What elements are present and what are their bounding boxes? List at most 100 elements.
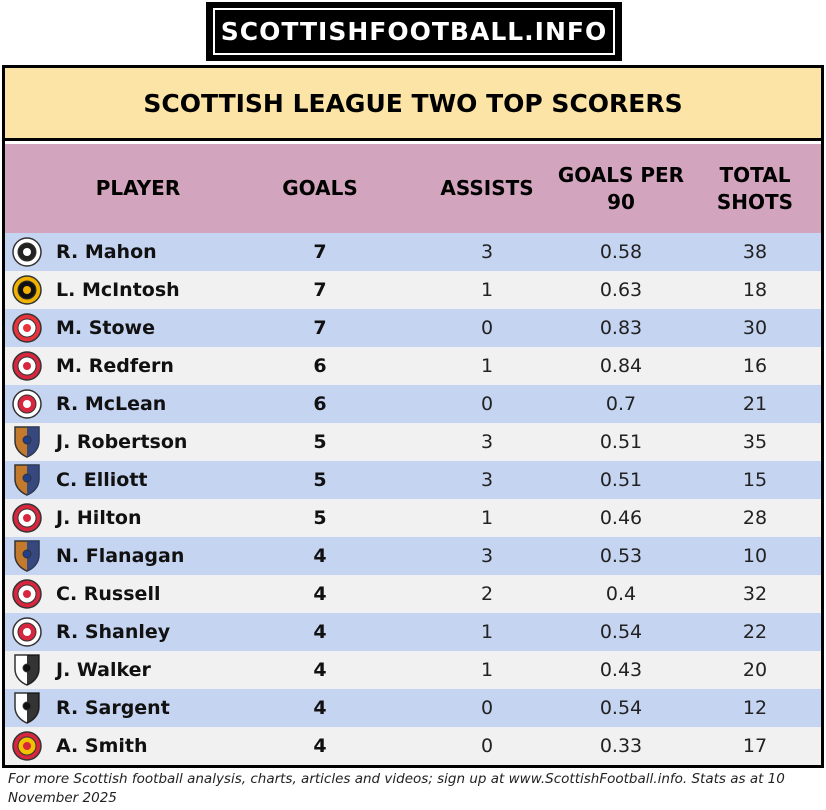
- goals-value: 7: [313, 317, 327, 339]
- goals-per-90-value: 0.43: [599, 659, 643, 681]
- player-name: M. Redfern: [56, 355, 174, 377]
- scorers-table: SCOTTISH LEAGUE TWO TOP SCORERS PLAYER G…: [2, 65, 824, 768]
- club-shield-icon: [9, 537, 45, 575]
- goals-per-90-value: 0.83: [599, 317, 643, 339]
- goals-value: 7: [313, 279, 327, 301]
- goals-per-90-value: 0.54: [599, 621, 643, 643]
- goals-value: 4: [313, 735, 327, 757]
- column-header-assists: ASSISTS: [440, 176, 534, 200]
- goals-per-90-value: 0.53: [599, 545, 643, 567]
- total-shots-value: 30: [742, 317, 768, 339]
- goals-per-90-value: 0.63: [599, 279, 643, 301]
- table-row: C. Elliott 5 3 0.51 15: [5, 461, 821, 499]
- total-shots-value: 16: [742, 355, 768, 377]
- table-row: R. Sargent 4 0 0.54 12: [5, 689, 821, 727]
- column-header-player: PLAYER: [95, 176, 181, 200]
- goals-value: 7: [313, 241, 327, 263]
- goals-per-90-value: 0.7: [605, 393, 637, 415]
- goals-per-90-value: 0.33: [599, 735, 643, 757]
- assists-value: 1: [480, 279, 494, 301]
- assists-value: 3: [480, 545, 494, 567]
- column-header-total-shots: TOTAL SHOTS: [716, 162, 794, 214]
- goals-value: 6: [313, 393, 327, 415]
- total-shots-value: 35: [742, 431, 768, 453]
- assists-value: 3: [480, 469, 494, 491]
- player-name: J. Hilton: [56, 507, 142, 529]
- assists-value: 0: [480, 317, 494, 339]
- site-logo: SCOTTISHFOOTBALL.INFO: [206, 2, 622, 61]
- goals-per-90-value: 0.58: [599, 241, 643, 263]
- assists-value: 1: [480, 507, 494, 529]
- table-row: C. Russell 4 2 0.4 32: [5, 575, 821, 613]
- goals-value: 5: [313, 507, 327, 529]
- table-title-bar: SCOTTISH LEAGUE TWO TOP SCORERS: [5, 68, 821, 141]
- table-row: A. Smith 4 0 0.33 17: [5, 727, 821, 765]
- player-name: M. Stowe: [56, 317, 155, 339]
- player-name: R. McLean: [56, 393, 167, 415]
- assists-value: 0: [480, 697, 494, 719]
- total-shots-value: 20: [742, 659, 768, 681]
- table-row: J. Walker 4 1 0.43 20: [5, 651, 821, 689]
- club-crest-icon: [9, 233, 45, 271]
- player-name: C. Russell: [56, 583, 161, 605]
- assists-value: 1: [480, 621, 494, 643]
- table-row: N. Flanagan 4 3 0.53 10: [5, 537, 821, 575]
- player-name: J. Walker: [56, 659, 151, 681]
- club-crest-icon: [9, 613, 45, 651]
- club-shield-icon: [9, 423, 45, 461]
- column-header-goals: GOALS: [282, 176, 358, 200]
- club-shield-icon: [9, 461, 45, 499]
- assists-value: 3: [480, 241, 494, 263]
- player-name: J. Robertson: [56, 431, 188, 453]
- goals-per-90-value: 0.54: [599, 697, 643, 719]
- total-shots-value: 15: [742, 469, 768, 491]
- assists-value: 3: [480, 431, 494, 453]
- club-crest-icon: [9, 575, 45, 613]
- table-row: J. Robertson 5 3 0.51 35: [5, 423, 821, 461]
- total-shots-value: 18: [742, 279, 768, 301]
- total-shots-value: 38: [742, 241, 768, 263]
- table-row: M. Redfern 6 1 0.84 16: [5, 347, 821, 385]
- assists-value: 0: [480, 393, 494, 415]
- table-row: R. McLean 6 0 0.7 21: [5, 385, 821, 423]
- table-title: SCOTTISH LEAGUE TWO TOP SCORERS: [143, 88, 683, 118]
- player-name: L. McIntosh: [56, 279, 180, 301]
- goals-value: 4: [313, 621, 327, 643]
- total-shots-value: 22: [742, 621, 768, 643]
- goals-value: 4: [313, 583, 327, 605]
- assists-value: 1: [480, 659, 494, 681]
- table-row: R. Mahon 7 3 0.58 38: [5, 233, 821, 271]
- club-shield-icon: [9, 651, 45, 689]
- goals-per-90-value: 0.51: [599, 431, 643, 453]
- goals-value: 4: [313, 659, 327, 681]
- total-shots-value: 12: [742, 697, 768, 719]
- player-name: C. Elliott: [56, 469, 148, 491]
- total-shots-value: 32: [742, 583, 768, 605]
- goals-value: 5: [313, 469, 327, 491]
- club-crest-icon: [9, 271, 45, 309]
- club-crest-icon: [9, 385, 45, 423]
- column-header-goals-per-90: GOALS PER 90: [557, 162, 685, 214]
- total-shots-value: 17: [742, 735, 768, 757]
- goals-value: 5: [313, 431, 327, 453]
- assists-value: 0: [480, 735, 494, 757]
- total-shots-value: 21: [742, 393, 768, 415]
- table-row: R. Shanley 4 1 0.54 22: [5, 613, 821, 651]
- goals-value: 4: [313, 697, 327, 719]
- footer-note: For more Scottish football analysis, cha…: [8, 771, 785, 806]
- club-crest-icon: [9, 499, 45, 537]
- goals-per-90-value: 0.46: [599, 507, 643, 529]
- player-name: R. Mahon: [56, 241, 157, 263]
- table-row: J. Hilton 5 1 0.46 28: [5, 499, 821, 537]
- table-header-row: PLAYER GOALS ASSISTS GOALS PER 90 TOTAL …: [5, 144, 821, 233]
- player-name: A. Smith: [56, 735, 148, 757]
- table-row: M. Stowe 7 0 0.83 30: [5, 309, 821, 347]
- club-crest-icon: [9, 309, 45, 347]
- club-shield-icon: [9, 689, 45, 727]
- goals-per-90-value: 0.4: [605, 583, 637, 605]
- goals-per-90-value: 0.51: [599, 469, 643, 491]
- site-logo-frame: SCOTTISHFOOTBALL.INFO: [213, 8, 615, 55]
- goals-per-90-value: 0.84: [599, 355, 643, 377]
- club-crest-icon: [9, 347, 45, 385]
- assists-value: 1: [480, 355, 494, 377]
